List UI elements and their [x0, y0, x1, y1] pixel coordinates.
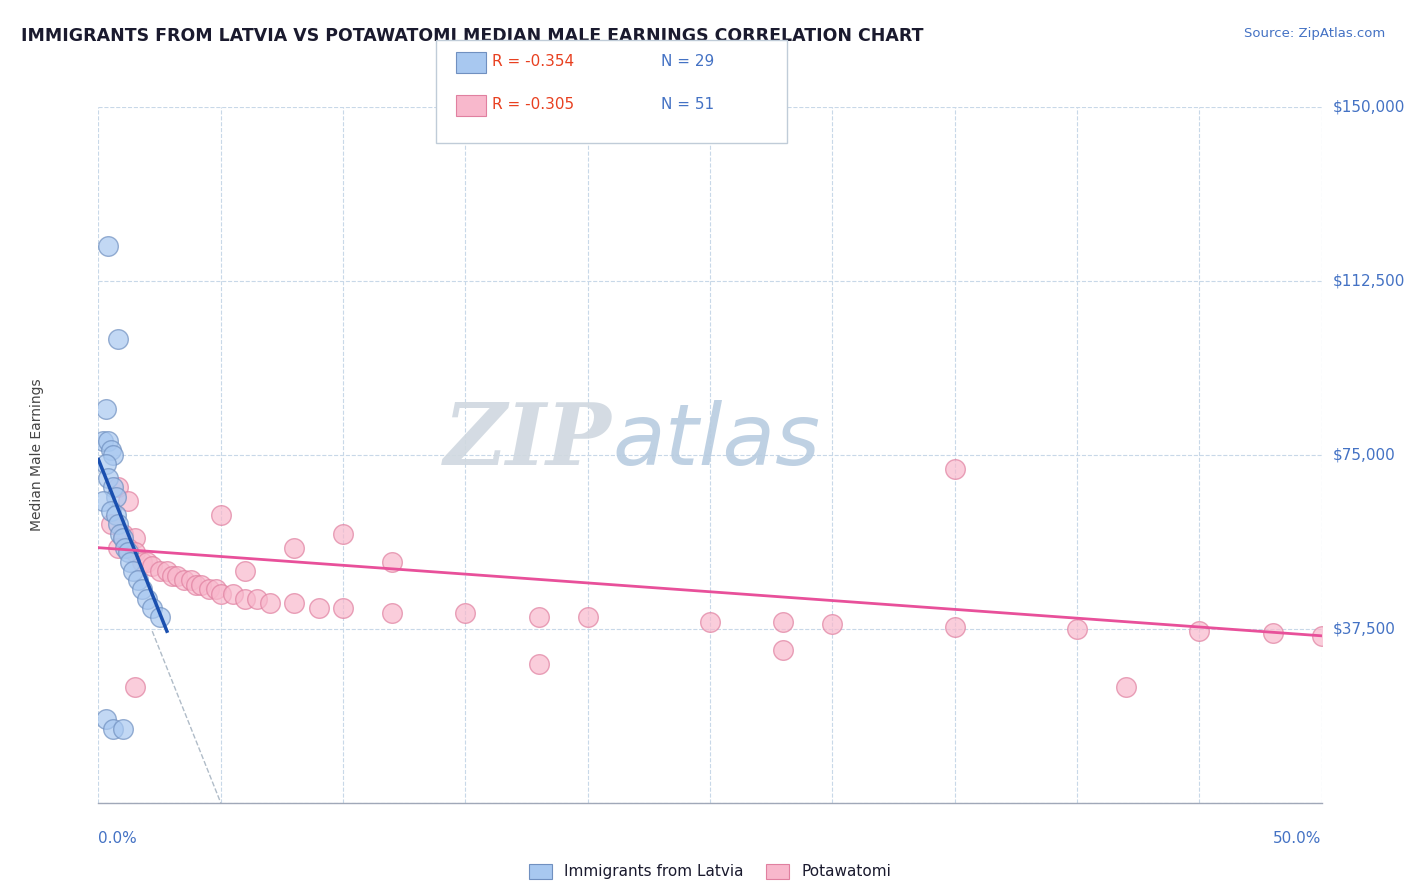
- Point: [173, 573, 195, 587]
- Point: [101, 480, 124, 494]
- Point: [381, 555, 404, 569]
- Text: R = -0.354: R = -0.354: [492, 54, 574, 69]
- Text: $150,000: $150,000: [1333, 100, 1405, 114]
- Point: [772, 615, 794, 629]
- Point: [772, 642, 794, 657]
- Point: [141, 559, 163, 574]
- Point: [101, 448, 124, 462]
- Point: [1115, 680, 1137, 694]
- Text: 0.0%: 0.0%: [98, 831, 138, 846]
- Point: [117, 541, 139, 555]
- Point: [111, 722, 134, 736]
- Point: [117, 494, 139, 508]
- Text: IMMIGRANTS FROM LATVIA VS POTAWATOMI MEDIAN MALE EARNINGS CORRELATION CHART: IMMIGRANTS FROM LATVIA VS POTAWATOMI MED…: [21, 27, 924, 45]
- Point: [209, 508, 232, 523]
- Point: [107, 332, 129, 346]
- Point: [259, 596, 281, 610]
- Point: [124, 532, 146, 546]
- Point: [124, 680, 146, 694]
- Point: [454, 606, 477, 620]
- Point: [131, 555, 153, 569]
- Point: [283, 596, 305, 610]
- Point: [124, 545, 146, 559]
- Point: [186, 578, 208, 592]
- Point: [233, 591, 256, 606]
- Point: [110, 526, 132, 541]
- Point: [114, 541, 136, 555]
- Text: N = 51: N = 51: [661, 97, 714, 112]
- Point: [94, 712, 117, 726]
- Point: [527, 657, 550, 671]
- Point: [332, 526, 354, 541]
- Point: [209, 587, 232, 601]
- Point: [166, 568, 188, 582]
- Point: [943, 462, 966, 476]
- Point: [246, 591, 269, 606]
- Point: [121, 564, 143, 578]
- Point: [120, 555, 142, 569]
- Point: [1188, 624, 1211, 639]
- Point: [91, 494, 114, 508]
- Point: [943, 619, 966, 633]
- Text: N = 29: N = 29: [661, 54, 714, 69]
- Point: [136, 555, 159, 569]
- Point: [136, 591, 159, 606]
- Point: [699, 615, 721, 629]
- Point: [156, 564, 179, 578]
- Point: [308, 601, 330, 615]
- Point: [1066, 622, 1088, 636]
- Point: [117, 545, 139, 559]
- Point: [205, 582, 228, 597]
- Text: $112,500: $112,500: [1333, 274, 1405, 288]
- Point: [149, 610, 172, 624]
- Point: [332, 601, 354, 615]
- Point: [104, 508, 127, 523]
- Point: [131, 582, 153, 597]
- Text: atlas: atlas: [612, 400, 820, 483]
- Text: $37,500: $37,500: [1333, 622, 1396, 636]
- Point: [233, 564, 256, 578]
- Point: [100, 517, 122, 532]
- Point: [283, 541, 305, 555]
- Point: [527, 610, 550, 624]
- Point: [91, 434, 114, 448]
- Point: [97, 239, 120, 253]
- Point: [381, 606, 404, 620]
- Point: [222, 587, 245, 601]
- Legend: Immigrants from Latvia, Potawatomi: Immigrants from Latvia, Potawatomi: [523, 857, 897, 886]
- Point: [576, 610, 599, 624]
- Point: [149, 564, 172, 578]
- Point: [141, 601, 163, 615]
- Point: [821, 617, 844, 632]
- Text: R = -0.305: R = -0.305: [492, 97, 574, 112]
- Point: [104, 490, 127, 504]
- Point: [107, 480, 129, 494]
- Text: Median Male Earnings: Median Male Earnings: [31, 378, 44, 532]
- Text: ZIP: ZIP: [444, 400, 612, 483]
- Point: [190, 578, 212, 592]
- Point: [94, 457, 117, 471]
- Point: [111, 526, 134, 541]
- Point: [111, 532, 134, 546]
- Point: [97, 471, 120, 485]
- Text: 50.0%: 50.0%: [1274, 831, 1322, 846]
- Point: [107, 517, 129, 532]
- Point: [1261, 626, 1284, 640]
- Text: $75,000: $75,000: [1333, 448, 1396, 462]
- Point: [180, 573, 202, 587]
- Point: [101, 722, 124, 736]
- Point: [100, 443, 122, 458]
- Point: [160, 568, 183, 582]
- Point: [97, 434, 120, 448]
- Point: [127, 573, 149, 587]
- Point: [1310, 629, 1333, 643]
- Point: [100, 503, 122, 517]
- Point: [197, 582, 219, 597]
- Point: [107, 541, 129, 555]
- Text: Source: ZipAtlas.com: Source: ZipAtlas.com: [1244, 27, 1385, 40]
- Point: [94, 401, 117, 416]
